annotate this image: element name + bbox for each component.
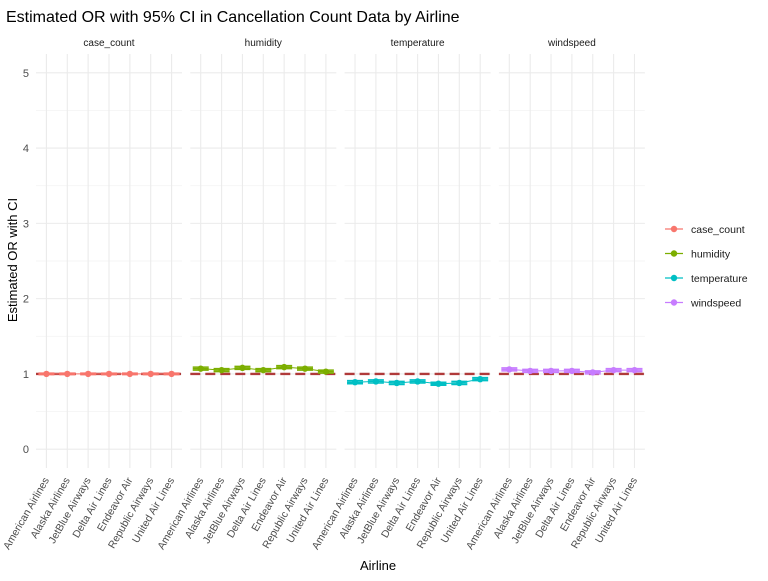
x-axis-label: Airline xyxy=(360,558,396,573)
legend-key-point xyxy=(670,225,678,233)
legend-key-point xyxy=(670,274,678,282)
legend-item-windspeed: windspeed xyxy=(665,298,741,310)
chart-title: Estimated OR with 95% CI in Cancellation… xyxy=(6,9,460,26)
series-line xyxy=(355,378,481,385)
y-tick-label: 3 xyxy=(23,218,29,230)
legend-item-case_count: case_count xyxy=(665,224,745,236)
legend-item-temperature: temperature xyxy=(665,273,748,285)
y-tick-labels: 0 1 2 3 4 5 xyxy=(23,68,29,456)
estimate-point xyxy=(506,366,513,373)
y-tick-label: 4 xyxy=(23,143,29,155)
series-line xyxy=(509,368,635,373)
legend-label: humidity xyxy=(691,249,731,261)
facet-strip-label: case_count xyxy=(83,38,134,49)
y-tick-label: 1 xyxy=(23,369,29,381)
facet-strip-label: humidity xyxy=(245,38,282,49)
series-line xyxy=(200,366,326,373)
legend-label: case_count xyxy=(691,224,745,236)
legend: case_count humidity temperature windspeed xyxy=(665,224,748,310)
facet-strip-label: windspeed xyxy=(547,38,596,49)
legend-label: windspeed xyxy=(690,298,741,310)
legend-item-humidity: humidity xyxy=(665,249,731,261)
legend-key-point xyxy=(670,299,678,306)
legend-key-point xyxy=(670,250,678,257)
y-tick-label: 2 xyxy=(23,294,29,306)
legend-label: temperature xyxy=(691,273,748,285)
y-axis-label: Estimated OR with CI xyxy=(5,198,20,322)
facet-strip-label: temperature xyxy=(391,38,445,49)
y-tick-label: 5 xyxy=(23,68,29,80)
y-tick-label: 0 xyxy=(23,444,29,456)
